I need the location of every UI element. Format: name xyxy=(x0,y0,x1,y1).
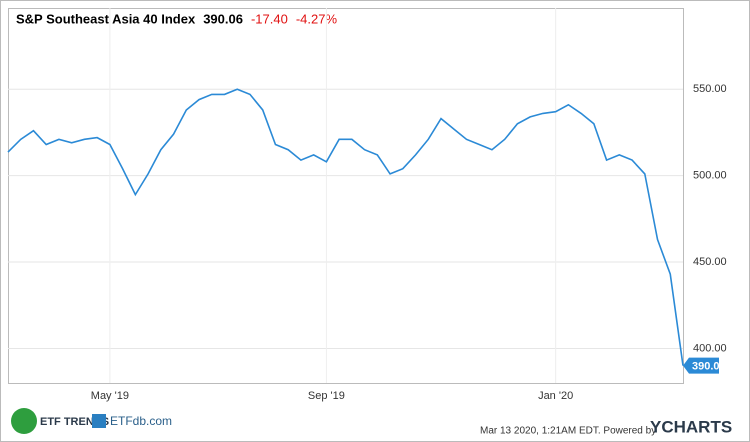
y-tick-label: 500.00 xyxy=(693,170,727,182)
etf-trends-icon xyxy=(11,408,37,434)
x-tick-label: May '19 xyxy=(91,390,129,402)
timestamp: Mar 13 2020, 1:21AM EDT. Powered by xyxy=(480,426,656,437)
logo-left: ETF TRENDS xyxy=(40,416,109,428)
chart-title: S&P Southeast Asia 40 Index xyxy=(16,11,196,26)
percent-change: -4.27% xyxy=(296,11,338,26)
x-tick-label: Sep '19 xyxy=(308,390,345,402)
etfdb-icon xyxy=(92,414,106,428)
plot-area xyxy=(8,8,684,384)
last-value-tag xyxy=(683,357,719,374)
last-price: 390.06 xyxy=(203,11,243,26)
y-tick-label: 550.00 xyxy=(693,83,727,95)
last-value-label: 390.06 xyxy=(692,361,726,373)
y-tick-label: 450.00 xyxy=(693,256,727,268)
brand: YCHARTS xyxy=(650,417,732,436)
logo-right: ETFdb.com xyxy=(110,414,172,428)
y-tick-label: 400.00 xyxy=(693,342,727,354)
price-line xyxy=(7,88,684,366)
x-tick-label: Jan '20 xyxy=(538,390,573,402)
price-change: -17.40 xyxy=(251,11,288,26)
